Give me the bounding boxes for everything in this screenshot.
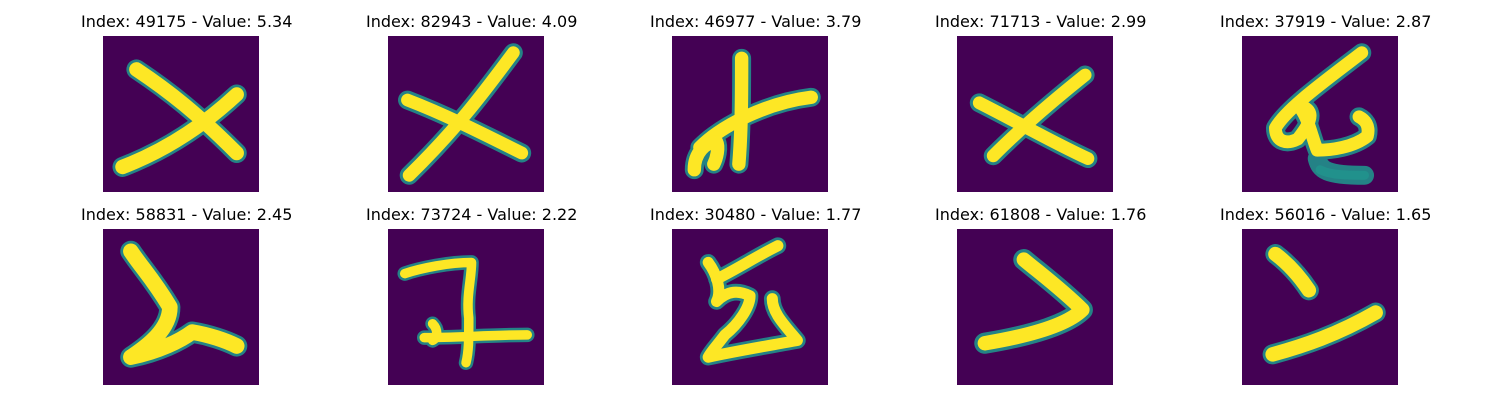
panel-title: Index: 71713 - Value: 2.99 [935, 12, 1147, 31]
panel-title: Index: 37919 - Value: 2.87 [1220, 12, 1432, 31]
panel-title: Index: 73724 - Value: 2.22 [366, 205, 578, 224]
digit-image [1242, 229, 1398, 385]
panel-title: Index: 61808 - Value: 1.76 [935, 205, 1147, 224]
digit-image [957, 229, 1113, 385]
digit-image [1242, 36, 1398, 192]
panel-title: Index: 56016 - Value: 1.65 [1220, 205, 1432, 224]
digit-image [103, 229, 259, 385]
digit-image [672, 36, 828, 192]
panel-title: Index: 49175 - Value: 5.34 [81, 12, 293, 31]
panel-title: Index: 30480 - Value: 1.77 [650, 205, 862, 224]
panel-title: Index: 46977 - Value: 3.79 [650, 12, 862, 31]
digit-image [672, 229, 828, 385]
panel-title: Index: 82943 - Value: 4.09 [366, 12, 578, 31]
digit-image [957, 36, 1113, 192]
digit-image [103, 36, 259, 192]
digit-image [388, 36, 544, 192]
digit-image [388, 229, 544, 385]
panel-title: Index: 58831 - Value: 2.45 [81, 205, 293, 224]
